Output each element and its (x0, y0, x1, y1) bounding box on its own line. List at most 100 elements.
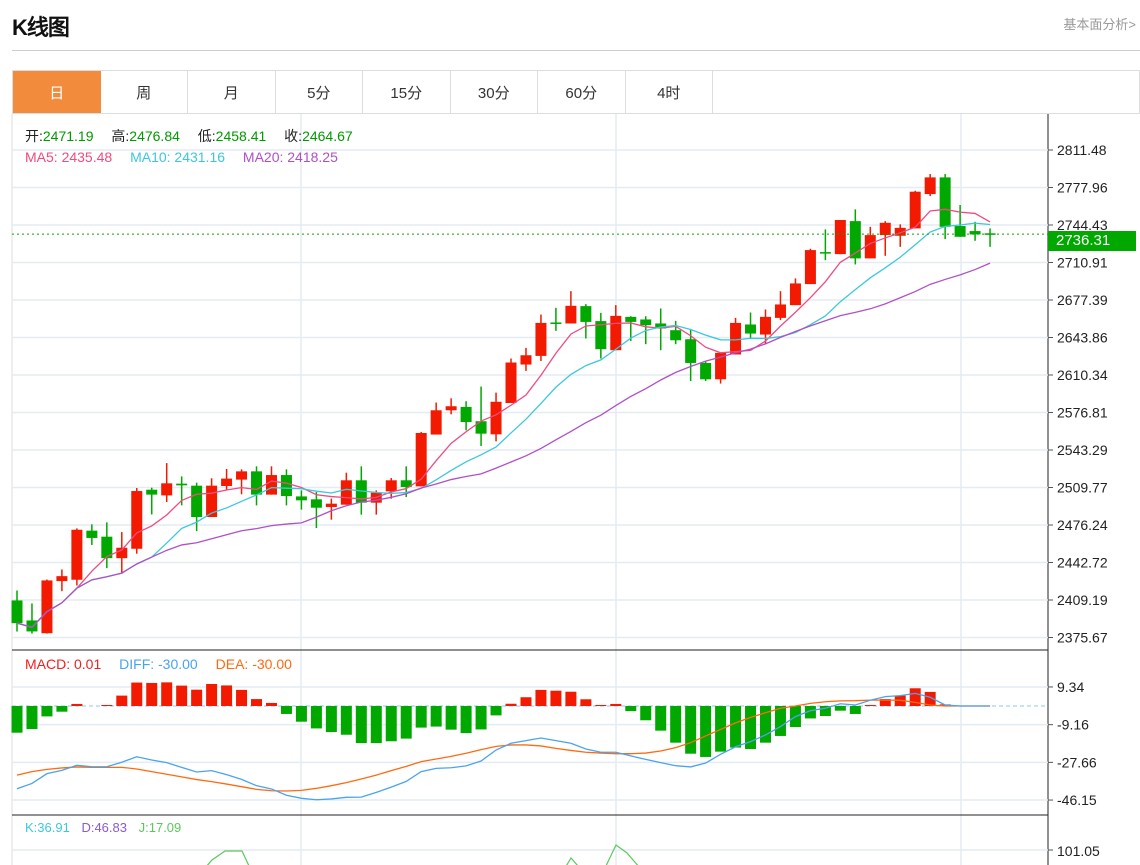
y-tick-label: 2610.34 (1057, 367, 1108, 383)
candle-down (700, 362, 712, 380)
tab-month[interactable]: 月 (188, 71, 276, 113)
tab-15min[interactable]: 15分 (363, 71, 451, 113)
candle-down (295, 496, 307, 501)
macd-bar (475, 706, 487, 730)
candle-up (834, 220, 846, 255)
macd-bar (550, 690, 562, 706)
candle-down (146, 489, 158, 495)
tab-day[interactable]: 日 (13, 71, 101, 113)
candle-up (41, 580, 53, 634)
macd-bar (340, 706, 352, 735)
macd-bar (685, 706, 697, 754)
kdj-legend: K:36.91 D:46.83 J:17.09 (25, 820, 195, 835)
high-value: 2476.84 (129, 128, 180, 144)
macd-bar (11, 706, 23, 733)
macd-bar (774, 706, 786, 736)
candle-down (550, 322, 562, 324)
macd-bar (879, 699, 891, 706)
period-tabs: 日 周 月 5分 15分 30分 60分 4时 (12, 70, 1140, 114)
candle-down (460, 406, 472, 423)
macd-bar (565, 691, 577, 706)
macd-bar (490, 706, 502, 716)
macd-bar (595, 704, 607, 706)
macd-bar (640, 706, 652, 721)
macd-bar (385, 706, 397, 742)
y-tick-label: 9.34 (1057, 679, 1084, 695)
candle-up (116, 547, 128, 559)
macd-bar (745, 706, 757, 749)
macd-bar (71, 703, 83, 706)
fundamental-analysis-link[interactable]: 基本面分析> (1063, 17, 1136, 32)
current-price-label: 2736.31 (1048, 231, 1136, 251)
macd-bar (819, 706, 831, 716)
macd-bar (625, 706, 637, 712)
macd-bar (355, 706, 367, 744)
candle-up (221, 478, 233, 487)
high-label: 高: (111, 128, 130, 144)
candle-up (894, 227, 906, 236)
d-value: D:46.83 (81, 820, 127, 835)
candle-up (56, 576, 68, 582)
y-tick-label: 2643.86 (1057, 330, 1108, 346)
macd-bar (131, 682, 143, 706)
macd-legend: MACD: 0.01 DIFF: -30.00 DEA: -30.00 (25, 656, 306, 672)
macd-bar (580, 699, 592, 706)
candle-up (804, 250, 816, 285)
tab-4hour[interactable]: 4时 (626, 71, 713, 113)
candle-down (11, 600, 23, 624)
tab-5min[interactable]: 5分 (276, 71, 363, 113)
candle-up (340, 480, 352, 505)
macd-bar (26, 706, 38, 730)
ma10-legend: MA10: 2431.16 (130, 149, 226, 165)
header-divider (12, 50, 1140, 51)
candle-down (640, 319, 652, 326)
candle-down (280, 475, 292, 497)
candle-down (101, 536, 113, 559)
candle-up (415, 432, 427, 487)
candle-down (745, 324, 757, 334)
candle-up (909, 191, 921, 229)
close-label: 收: (284, 128, 303, 144)
macd-bar (265, 702, 277, 706)
macd-bar (251, 699, 263, 706)
candle-up (71, 529, 83, 580)
j-line (566, 856, 578, 865)
ma20-legend: MA20: 2418.25 (242, 149, 338, 165)
candle-up (730, 322, 742, 355)
j-value: J:17.09 (138, 820, 182, 835)
macd-bar (909, 688, 921, 706)
candle-down (176, 483, 188, 486)
macd-bar (310, 706, 322, 729)
macd-bar (280, 706, 292, 714)
j-line (206, 850, 250, 865)
macd-bar (670, 706, 682, 743)
open-label: 开: (25, 128, 43, 144)
tab-60min[interactable]: 60分 (538, 71, 626, 113)
y-tick-label: 2777.96 (1057, 180, 1108, 196)
macd-bar (924, 691, 936, 706)
y-tick-label: 2509.77 (1057, 480, 1108, 496)
candle-up (924, 177, 936, 195)
candle-down (310, 499, 322, 508)
ma5-legend: MA5: 2435.48 (25, 149, 113, 165)
macd-bar (325, 706, 337, 733)
macd-bar (116, 695, 128, 706)
macd-bar (221, 685, 233, 706)
tab-week[interactable]: 周 (101, 71, 188, 113)
y-tick-label: 2476.24 (1057, 517, 1108, 533)
macd-bar (535, 689, 547, 706)
macd-bar (520, 697, 532, 706)
y-tick-label: -9.16 (1057, 717, 1089, 733)
candle-up (265, 475, 277, 495)
macd-bar (236, 689, 248, 706)
y-tick-label: 2811.48 (1057, 142, 1107, 158)
k-value: K:36.91 (25, 820, 70, 835)
candle-down (86, 530, 98, 538)
y-tick-label: 2442.72 (1057, 555, 1108, 571)
tab-30min[interactable]: 30分 (451, 71, 538, 113)
macd-bar (849, 706, 861, 714)
candle-down (400, 480, 412, 488)
candle-down (625, 316, 637, 322)
candle-up (879, 222, 891, 236)
